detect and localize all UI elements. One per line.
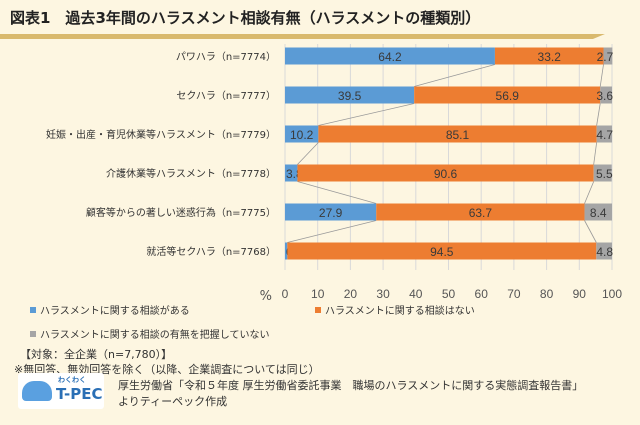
legend-swatch [30,331,36,337]
data-label: 90.6 [434,167,458,181]
series-connector-line [287,220,377,243]
bar-segment [494,47,604,65]
bar-segment [603,47,613,65]
series-connector-line [584,220,597,243]
bar-segment [287,242,597,260]
data-label: 64.2 [378,50,402,64]
bar-segment [285,203,377,221]
bar-segment [584,203,612,221]
category-label: 介護休業等ハラスメント（n=7778） [106,167,276,180]
bar-segment [596,125,612,143]
data-label: 8.4 [590,206,607,220]
bar-segment [285,125,319,143]
category-label: 妊娠・出産・育児休業等ハラスメント（n=7779） [46,128,276,141]
data-label: 3.6 [596,89,613,103]
tpec-logo: わくわく T-PEC [18,373,104,409]
x-tick-label: 70 [507,287,521,301]
x-tick-label: 40 [409,287,423,301]
source-line: よりティーペック作成 [118,395,228,408]
logo-heart-icon [22,381,52,401]
legend-item-consulted: ハラスメントに関する相談がある [30,302,190,317]
series-connector-line [318,103,415,126]
bar-segment [414,86,601,104]
x-tick-label: 0 [282,287,289,301]
exclusion-note: ※無回答、無効回答を除く（以降、企業調査については同じ） [14,363,320,376]
bar-segment [285,242,288,260]
data-label: 10.2 [290,128,314,142]
data-label: 4.7 [596,128,613,142]
legend-swatch [30,307,36,313]
category-label: セクハラ（n=7777） [176,90,276,102]
data-label: 56.9 [496,89,520,103]
data-label: 85.1 [446,128,470,142]
bar-segment [596,242,612,260]
x-tick-label: 50 [442,287,456,301]
data-label: 94.5 [430,245,454,259]
bar-segment [285,47,495,65]
x-unit-label: % [260,289,272,304]
x-tick-label: 90 [573,287,587,301]
target-note: 【対象：全企業（n=7,780）】 [20,348,173,361]
category-label: 就活等セクハラ（n=7768） [146,245,276,258]
stacked-bar-chart: 0 10 20 30 40 50 60 70 80 90 100% パワハラ（n=7774） 64.2 3… [46,44,622,304]
category-label: パワハラ（n=7774） [176,51,276,63]
series-connector-line [297,181,377,204]
bar-segment [285,164,298,182]
data-label: 4.8 [596,245,613,259]
data-label: 27.9 [319,206,343,220]
legend-item-not-consulted: ハラスメントに関する相談はない [315,302,475,317]
x-tick-label: 80 [540,287,554,301]
bar-segment [600,86,612,104]
bar-segment [285,86,415,104]
x-tick-label: 30 [376,287,390,301]
x-tick-label: 100 [602,287,622,301]
series-connector-line [593,142,598,165]
bar-segment [593,164,612,182]
legend-label: ハラスメントに関する相談がある [40,306,190,317]
series-connector-line [599,64,604,87]
legend-label: ハラスメントに関する相談はない [325,306,475,317]
bar-segment [376,203,585,221]
series-connector-line [584,181,595,204]
data-label: 5.5 [596,167,613,181]
logo-text: T-PEC [56,385,103,403]
chart-title: 図表1 過去3年間のハラスメント相談有無（ハラスメントの種類別） [10,9,481,27]
title-underline [0,34,605,39]
legend-swatch [315,307,321,313]
source-line: 厚生労働省「令和５年度 厚生労働省委託事業 職場のハラスメントに関する実態調査報… [118,379,584,392]
data-label: 39.5 [338,89,362,103]
source-note: 厚生労働省「令和５年度 厚生労働省委託事業 職場のハラスメントに関する実態調査報… [118,378,583,410]
category-label: 顧客等からの著しい迷惑行為（n=7775） [86,206,276,219]
data-label: 63.7 [469,206,493,220]
x-tick-label: 60 [475,287,489,301]
legend-item-unknown: ハラスメントに関する相談の有無を把握していない [30,326,270,341]
series-connector-line [596,103,601,126]
series-connector-line [414,64,496,87]
legend-label: ハラスメントに関する相談の有無を把握していない [40,330,270,341]
data-label: 2.7 [597,50,614,64]
x-tick-label: 10 [311,287,325,301]
bar-segment [318,125,597,143]
series-connector-line [297,142,319,165]
x-tick-label: 20 [344,287,358,301]
data-label: 33.2 [538,50,562,64]
logo-small-text: わくわく [58,376,86,384]
bar-segment [297,164,594,182]
